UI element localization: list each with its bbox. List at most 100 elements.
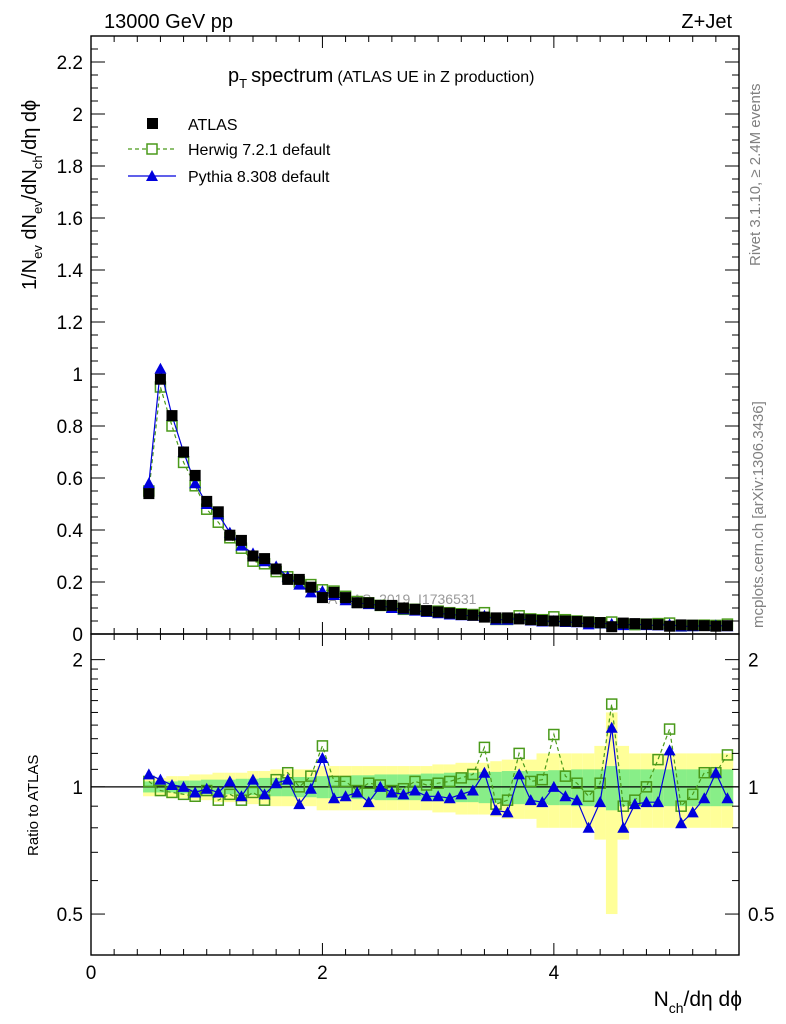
ratio-pythia-point [281, 773, 294, 785]
ratio-pythia-point [698, 792, 711, 804]
atlas-point [675, 619, 687, 631]
ratio-herwig-point [339, 775, 352, 788]
ratio-pythia-point [536, 796, 549, 808]
ratio-pythia-point [628, 798, 641, 810]
ratio-pythia-point [154, 773, 167, 785]
x-tick-label: 0 [86, 963, 97, 984]
ratio-pythia-point [339, 790, 352, 802]
atlas-point [224, 529, 236, 541]
ratio-band-inner [513, 771, 525, 805]
atlas-point [235, 534, 247, 546]
atlas-point [397, 602, 409, 614]
ratio-y-tick-label: 1 [72, 778, 83, 799]
ratio-band-inner [652, 769, 664, 807]
ratio-band-inner [640, 769, 653, 807]
ratio-herwig-point [455, 772, 468, 784]
ratio-pythia-point [304, 782, 317, 794]
ratio-pythia-point [374, 780, 387, 792]
ratio-herwig-point [663, 723, 676, 735]
ratio-pythia-point [478, 766, 491, 778]
atlas-point [293, 573, 305, 585]
atlas-point [166, 410, 178, 422]
ratio-pythia-point [675, 817, 688, 829]
ratio-pythia-point [443, 792, 456, 804]
atlas-point [652, 619, 664, 631]
ratio-pythia-point [235, 790, 248, 802]
atlas-point [629, 618, 641, 630]
ratio-y-tick-label-right: 2 [748, 651, 759, 672]
atlas-point [212, 506, 224, 518]
x-tick-label: 2 [317, 963, 328, 984]
ratio-pythia-point [177, 780, 190, 792]
ratio-band-inner [501, 771, 514, 805]
ratio-band-inner [524, 771, 537, 805]
ratio-herwig-point [478, 741, 491, 754]
ratio-pythia-point [721, 792, 734, 804]
atlas-point [154, 373, 166, 385]
ratio-herwig-point [652, 753, 664, 766]
atlas-point [201, 495, 213, 507]
ratio-pythia-point [547, 780, 560, 792]
top-y-tick-label: 1 [72, 365, 83, 386]
atlas-point [444, 607, 456, 619]
atlas-point [559, 615, 571, 627]
atlas-point [594, 617, 606, 629]
ratio-herwig-point [721, 749, 734, 761]
ratio-herwig-point [513, 747, 525, 760]
ratio-pythia-point [605, 721, 618, 733]
top-y-tick-label: 1.6 [57, 209, 83, 230]
legend-atlas-label: ATLAS [188, 117, 238, 134]
ratio-herwig-point [224, 788, 236, 801]
ratio-herwig-point [571, 777, 583, 789]
atlas-point [386, 599, 398, 611]
atlas-point [270, 563, 282, 575]
ratio-pythia-point [293, 798, 306, 810]
ratio-pythia-point [166, 779, 178, 791]
ratio-herwig-point [247, 786, 259, 799]
ratio-pythia-point [571, 794, 583, 806]
legend-entry-herwig: Herwig 7.2.1 default [128, 142, 331, 159]
atlas-point [432, 606, 444, 618]
ratio-pythia-point [258, 788, 271, 800]
atlas-point [536, 614, 548, 626]
ratio-y-tick-label-right: 0.5 [748, 905, 774, 926]
top-y-tick-label: 0.6 [57, 469, 83, 490]
ratio-herwig-point [467, 768, 479, 781]
atlas-point [316, 592, 328, 604]
rivet-version-label: Rivet 3.1.10, ≥ 2.4M events [747, 84, 764, 267]
atlas-point [259, 553, 271, 565]
atlas-point [409, 603, 421, 615]
atlas-point [721, 620, 733, 632]
legend: ATLAS Herwig 7.2.1 default Pythia 8.308 … [128, 117, 331, 186]
atlas-point [340, 592, 352, 604]
top-y-tick-label: 1.4 [57, 261, 84, 282]
ratio-pythia-point [490, 804, 502, 816]
ratio-herwig-point [362, 777, 375, 789]
ratio-herwig-point [640, 781, 653, 793]
atlas-point [178, 446, 190, 458]
atlas-point [455, 609, 467, 620]
atlas-point [490, 612, 502, 624]
ratio-band-inner [663, 769, 676, 807]
legend-atlas-marker [147, 118, 158, 129]
ratio-herwig-point [316, 740, 329, 752]
ratio-pythia-point [142, 768, 155, 780]
atlas-point [583, 616, 595, 628]
atlas-point [664, 620, 676, 632]
ratio-uncertainty-bands [91, 712, 739, 915]
ratio-pythia-point [420, 790, 433, 802]
atlas-point [421, 605, 433, 617]
ratio-pythia-point [617, 821, 630, 833]
ratio-pythia-point [455, 788, 468, 800]
ratio-herwig-point [605, 698, 618, 710]
top-y-tick-label: 0 [72, 625, 83, 646]
top-y-tick-label: 2 [72, 105, 83, 126]
top-panel-series [142, 362, 734, 633]
ratio-pythia-point [501, 806, 514, 818]
top-y-tick-label: 0.4 [57, 521, 84, 542]
chart-title: pT spectrum (ATLAS UE in Z production) [228, 65, 534, 91]
header-energy: 13000 GeV pp [104, 11, 233, 33]
ratio-panel-series [142, 698, 734, 833]
ratio-herwig-point [594, 777, 606, 789]
ratio-pythia-point [640, 796, 653, 808]
